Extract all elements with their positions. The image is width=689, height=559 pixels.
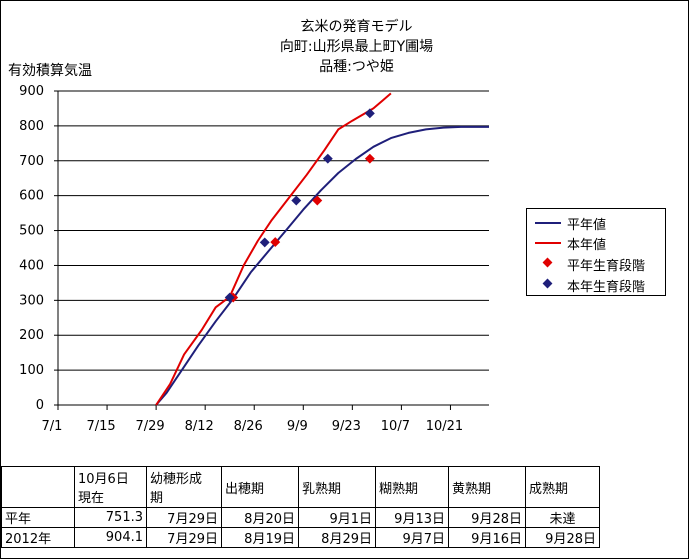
table-cell: 9月16日	[448, 527, 526, 548]
legend-label: 本年生育段階	[567, 280, 646, 295]
y-tick-label: 200	[19, 328, 44, 343]
x-tick-label: 7/29	[136, 419, 165, 434]
legend-item-current-stages: 本年生育段階	[527, 275, 665, 295]
series-marker-2	[364, 153, 375, 164]
y-tick-label: 400	[19, 258, 44, 273]
x-tick-label: 10/7	[381, 419, 410, 434]
x-tick-label: 8/26	[234, 419, 263, 434]
table-cell: 9月13日	[375, 507, 449, 528]
table-header-cell: 幼穂形成 期	[146, 466, 222, 508]
table-cell: 8月20日	[221, 507, 299, 528]
y-axis-label: 有効積算気温	[8, 63, 92, 79]
series-marker-3	[224, 292, 235, 303]
table-header-cell: 糊熟期	[375, 466, 449, 508]
legend-label: 本年値	[567, 238, 607, 253]
table-header-cell: 成熟期	[525, 466, 600, 508]
table-header-cell: 10月6日 現在	[74, 466, 147, 508]
table-header-cell: 出穂期	[221, 466, 299, 508]
table-cell: 8月29日	[298, 527, 376, 548]
growth-stage-table: 10月6日 現在 幼穂形成 期 出穂期 乳熟期 糊熟期 黄熟期 成熟期 平年 7…	[1, 466, 600, 548]
table-header-cell: 黄熟期	[448, 466, 526, 508]
legend-swatch-normal-stages	[542, 257, 553, 268]
legend-swatch-current-line	[535, 242, 561, 244]
legend: 平年値 本年値 平年生育段階 本年生育段階	[526, 208, 666, 296]
legend-item-normal-line: 平年値	[527, 213, 665, 233]
y-tick-label: 800	[19, 119, 44, 134]
legend-item-current-line: 本年値	[527, 233, 665, 253]
chart-plot: 0 100 200 300 400 500 600 700 800 900 7/1 7/15 7/29 8…	[19, 84, 489, 434]
table-cell: 9月28日	[525, 527, 600, 548]
table-cell: 9月7日	[375, 527, 449, 548]
table-cell: 904.1	[74, 527, 147, 548]
table-cell: 8月19日	[221, 527, 299, 548]
legend-label: 平年生育段階	[567, 259, 646, 274]
y-tick-label: 700	[19, 154, 44, 169]
x-tick-label: 9/23	[332, 419, 361, 434]
legend-label: 平年値	[567, 218, 607, 233]
chart-title: 玄米の発育モデル	[300, 19, 413, 35]
series-marker-3	[291, 195, 302, 206]
x-tick-label: 8/12	[185, 419, 214, 434]
y-tick-label: 600	[19, 189, 44, 204]
series-marker-3	[259, 237, 270, 248]
table-header-cell: 乳熟期	[298, 466, 376, 508]
x-tick-label: 7/15	[86, 419, 115, 434]
table-cell: 未達	[525, 507, 600, 528]
chart-subtitle-location: 向町:山形県最上町Y圃場	[279, 39, 434, 55]
table-cell: 2012年	[1, 527, 75, 548]
table-cell: 751.3	[74, 507, 147, 528]
series-marker-3	[322, 153, 333, 164]
table-cell: 9月28日	[448, 507, 526, 528]
table-cell: 7月29日	[146, 527, 222, 548]
series-marker-2	[270, 237, 281, 248]
table-cell: 9月1日	[298, 507, 376, 528]
table-header-row: 10月6日 現在 幼穂形成 期 出穂期 乳熟期 糊熟期 黄熟期 成熟期	[1, 466, 600, 508]
table-row: 平年 751.3 7月29日 8月20日 9月1日 9月13日 9月28日 未達	[1, 507, 600, 528]
legend-swatch-current-stages	[542, 278, 553, 289]
chart-subtitle-variety: 品種:つや姫	[319, 59, 394, 75]
series-line-1	[155, 92, 392, 406]
y-tick-label: 0	[36, 398, 44, 413]
table-cell: 平年	[1, 507, 75, 528]
y-tick-label: 500	[19, 224, 44, 239]
x-tick-label: 7/1	[42, 419, 63, 434]
x-tick-label: 9/9	[287, 419, 308, 434]
y-tick-label: 100	[19, 363, 44, 378]
series-marker-3	[364, 108, 375, 119]
series-marker-2	[312, 195, 323, 206]
table-header-cell	[1, 466, 75, 508]
legend-swatch-normal-line	[535, 222, 561, 224]
table-cell: 7月29日	[146, 507, 222, 528]
table-row: 2012年 904.1 7月29日 8月19日 8月29日 9月7日 9月16日…	[1, 527, 600, 548]
x-tick-label: 10/21	[426, 419, 463, 434]
y-tick-label: 900	[19, 84, 44, 99]
series-line-0	[155, 125, 489, 406]
y-tick-label: 300	[19, 293, 44, 308]
legend-item-normal-stages: 平年生育段階	[527, 254, 665, 274]
